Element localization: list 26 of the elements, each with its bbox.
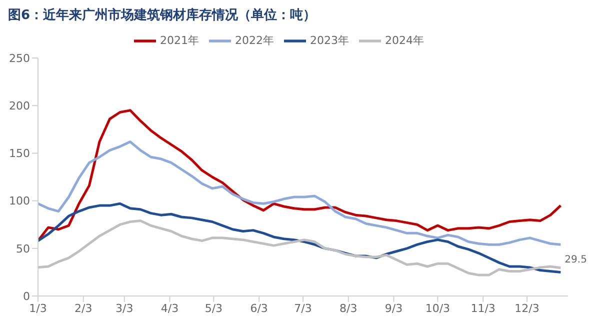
x-tick-label: 11/3: [470, 302, 496, 315]
line-series: [38, 220, 562, 276]
data-label: 29.5: [564, 254, 587, 266]
x-tick-label: 10/3: [425, 302, 450, 315]
x-tick-label: 9/3: [384, 302, 403, 315]
y-tick-label: 50: [16, 242, 30, 256]
y-tick-label: 150: [9, 147, 30, 160]
y-tick-label: 250: [9, 52, 30, 65]
x-tick-label: 6/3: [250, 302, 268, 315]
x-tick-label: 5/3: [204, 302, 223, 315]
x-tick-label: 12/3: [514, 302, 540, 315]
legend-label: 2021年: [160, 34, 199, 48]
y-tick-label: 200: [9, 100, 30, 113]
legend-label: 2024年: [385, 34, 424, 48]
x-tick-label: 4/3: [160, 302, 179, 315]
x-tick-label: 2/3: [74, 302, 92, 315]
legend-label: 2023年: [310, 34, 349, 48]
legend-label: 2022年: [235, 34, 274, 48]
x-tick-label: 1/3: [29, 302, 47, 315]
chart-title: 图6：近年来广州市场建筑钢材库存情况（单位：吨）: [8, 6, 316, 24]
y-tick-label: 0: [23, 290, 30, 303]
y-tick-label: 100: [9, 194, 30, 208]
x-tick-label: 8/3: [340, 302, 358, 315]
line-series: [38, 140, 562, 246]
x-tick-label: 3/3: [116, 302, 134, 315]
x-tick-label: 7/3: [294, 302, 312, 315]
